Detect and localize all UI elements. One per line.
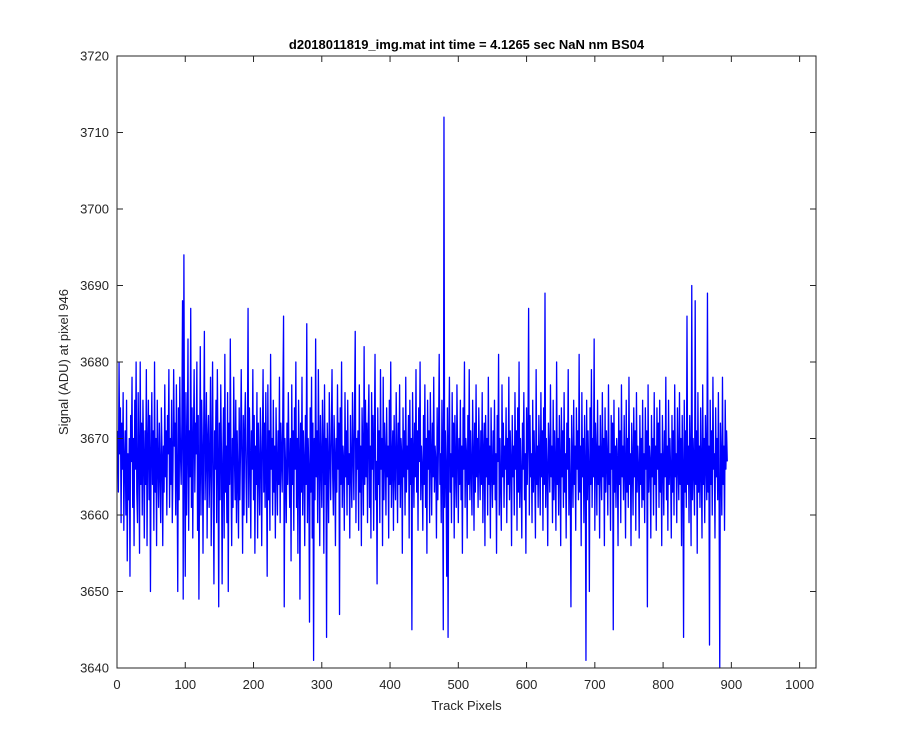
x-tick-label: 500 bbox=[447, 677, 469, 692]
x-tick-label: 900 bbox=[721, 677, 743, 692]
y-tick-label: 3690 bbox=[80, 278, 109, 293]
y-tick-label: 3700 bbox=[80, 202, 109, 217]
y-tick-label: 3670 bbox=[80, 431, 109, 446]
y-axis-label: Signal (ADU) at pixel 946 bbox=[56, 289, 71, 435]
x-tick-label: 400 bbox=[379, 677, 401, 692]
x-tick-label: 100 bbox=[174, 677, 196, 692]
chart-title: d2018011819_img.mat int time = 4.1265 se… bbox=[289, 37, 645, 52]
plot-area bbox=[117, 56, 816, 668]
y-tick-label: 3680 bbox=[80, 355, 109, 370]
y-tick-label: 3640 bbox=[80, 661, 109, 676]
series-line-0 bbox=[117, 116, 728, 669]
x-tick-label: 300 bbox=[311, 677, 333, 692]
y-tick-label: 3650 bbox=[80, 584, 109, 599]
ticks-layer: 0 100 200 300 400 500 600 700 800 900 1000 3640 3650… bbox=[80, 49, 816, 692]
y-tick-label: 3720 bbox=[80, 49, 109, 64]
x-tick-label: 200 bbox=[243, 677, 265, 692]
x-tick-label: 1000 bbox=[785, 677, 814, 692]
y-tick-label: 3660 bbox=[80, 508, 109, 523]
series-layer bbox=[117, 116, 728, 669]
x-tick-label: 0 bbox=[113, 677, 120, 692]
x-tick-label: 600 bbox=[516, 677, 538, 692]
x-tick-label: 700 bbox=[584, 677, 606, 692]
x-axis-label: Track Pixels bbox=[431, 698, 502, 713]
x-tick-label: 800 bbox=[652, 677, 674, 692]
y-tick-label: 3710 bbox=[80, 125, 109, 140]
